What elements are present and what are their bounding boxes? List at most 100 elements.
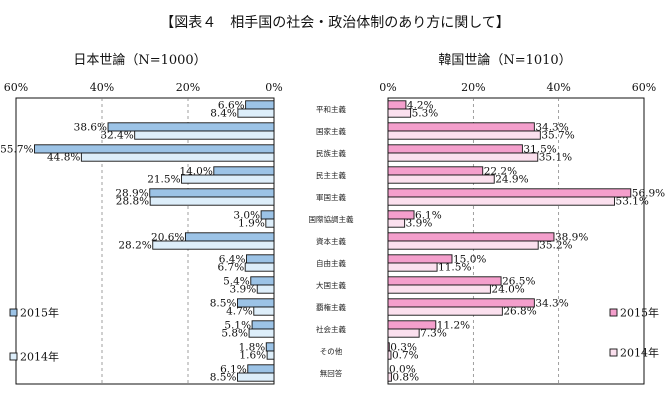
korea-value-label: 31.5% — [523, 144, 556, 156]
japan-bar-2014 — [181, 174, 275, 184]
korea-value-label: 0.3% — [390, 342, 417, 354]
japan-value-label: 3.9% — [230, 284, 257, 296]
korea-value-label: 26.5% — [502, 276, 535, 288]
korea-tick-label: 40% — [546, 81, 570, 94]
legend-label: 2015年 — [620, 306, 659, 320]
japan-bar-2015 — [213, 166, 275, 176]
category-labels: 平和主義国家主義民族主義民主主義軍国主義国際協調主義資本主義自由主義大国主義覇権… — [309, 104, 354, 378]
japan-bar-2015 — [184, 232, 275, 242]
korea-value-label: 4.2% — [407, 100, 434, 112]
korea-value-label: 38.9% — [555, 232, 588, 244]
category-label: 民族主義 — [316, 148, 346, 158]
japan-value-label: 1.8% — [239, 342, 266, 354]
japan-value-label: 4.7% — [226, 306, 253, 318]
japan-bar-2015 — [245, 100, 275, 110]
japan-value-label: 6.1% — [220, 364, 247, 376]
korea-value-label: 26.8% — [503, 306, 536, 318]
japan-value-label: 8.5% — [210, 372, 237, 384]
japan-tick-label: 0% — [265, 81, 282, 94]
japan-value-label: 3.0% — [233, 210, 260, 222]
korea-value-label: 11.2% — [437, 320, 470, 332]
japan-bar-2014 — [253, 306, 275, 316]
korea-bar-2015 — [387, 342, 390, 352]
japan-bar-2015 — [247, 364, 275, 374]
japan-value-label: 38.6% — [74, 122, 107, 134]
japan-tick-label: 40% — [90, 81, 114, 94]
korea-bar-2014 — [387, 130, 541, 140]
korea-value-label: 24.0% — [491, 284, 524, 296]
korea-legend-2015: 2015年 — [609, 306, 659, 320]
category-label: 覇権主義 — [316, 302, 346, 312]
japan-value-label: 44.8% — [47, 152, 80, 164]
japan-bars — [34, 100, 275, 382]
japan-legend-2014: 2014年 — [9, 350, 59, 364]
korea-subtitle: 韓国世論（N=1010） — [438, 52, 571, 68]
korea-value-labels: 4.2%5.3%34.3%35.7%31.5%35.1%22.2%24.9%56… — [389, 100, 665, 384]
legend-swatch — [9, 308, 18, 317]
japan-value-label: 5.1% — [224, 320, 251, 332]
korea-value-label: 56.9% — [632, 188, 665, 200]
category-label: 国際協調主義 — [309, 214, 354, 224]
korea-tick-labels: 0% 20% 40% 60% — [379, 81, 656, 94]
japan-bar-2014 — [80, 152, 275, 162]
category-label: 平和主義 — [316, 104, 346, 114]
korea-bar-2015 — [387, 166, 484, 176]
category-label: 軍国主義 — [316, 192, 346, 202]
korea-bar-2015 — [387, 232, 555, 242]
korea-bar-2014 — [387, 372, 392, 382]
japan-subtitle: 日本世論（N=1000） — [73, 52, 206, 68]
japan-value-label: 8.4% — [210, 108, 237, 120]
japan-legend-2015: 2015年 — [9, 306, 59, 320]
chart-title: 【図表４ 相手国の社会・政治体制のあり方に関して】 — [160, 15, 510, 31]
korea-value-label: 34.3% — [535, 298, 568, 310]
korea-bar-2014 — [387, 306, 503, 316]
japan-value-label: 1.6% — [239, 350, 266, 362]
korea-value-label: 53.1% — [616, 196, 649, 208]
japan-value-label: 6.6% — [218, 100, 245, 112]
japan-value-label: 55.7% — [0, 144, 33, 156]
japan-value-label: 21.5% — [147, 174, 180, 186]
category-label: 大国主義 — [316, 280, 346, 290]
korea-bar-2015 — [387, 188, 632, 198]
legend-swatch — [609, 348, 618, 357]
korea-value-label: 5.3% — [412, 108, 439, 120]
korea-value-label: 35.1% — [539, 152, 572, 164]
legends: 2015年 2014年 2015年 2014年 — [9, 306, 659, 364]
korea-value-label: 0.8% — [392, 372, 419, 384]
japan-value-label: 6.7% — [218, 262, 245, 274]
korea-tick-label: 0% — [379, 81, 396, 94]
korea-bar-2015 — [387, 100, 407, 110]
korea-value-label: 0.7% — [392, 350, 419, 362]
legend-swatch — [609, 308, 618, 317]
korea-value-label: 6.1% — [415, 210, 442, 222]
japan-value-label: 5.4% — [223, 276, 250, 288]
legend-label: 2015年 — [20, 306, 59, 320]
japan-bar-2014 — [237, 108, 275, 118]
japan-bar-2014 — [244, 262, 275, 272]
category-label: 自由主義 — [316, 258, 346, 268]
category-label: 国家主義 — [316, 126, 346, 136]
korea-tick-label: 60% — [632, 81, 656, 94]
japan-value-label: 14.0% — [179, 166, 212, 178]
korea-bar-2014 — [387, 350, 392, 360]
legend-label: 2014年 — [20, 350, 59, 364]
category-label: 無回答 — [320, 368, 343, 378]
korea-value-label: 22.2% — [484, 166, 517, 178]
japan-value-label: 20.6% — [151, 232, 184, 244]
korea-bar-2015 — [387, 276, 502, 286]
japan-bar-2014 — [266, 350, 275, 360]
japan-value-labels: 6.6%8.4% 38.6%32.4% 55.7% 44.8% 14.0%21.5% 28… — [0, 100, 266, 384]
korea-value-label: 24.9% — [495, 174, 528, 186]
japan-bar-2015 — [265, 342, 275, 352]
korea-bar-2014 — [387, 152, 539, 162]
japan-bar-2015 — [149, 188, 275, 198]
japan-value-label: 5.8% — [221, 328, 248, 340]
korea-value-label: 7.3% — [420, 328, 447, 340]
japan-tick-labels: 60% 40% 20% 0% — [4, 81, 283, 94]
korea-bar-2014 — [387, 218, 406, 228]
japan-bar-2015 — [246, 254, 275, 264]
korea-bars — [387, 100, 632, 382]
korea-bar-2015 — [387, 122, 535, 132]
legend-swatch — [9, 352, 18, 361]
